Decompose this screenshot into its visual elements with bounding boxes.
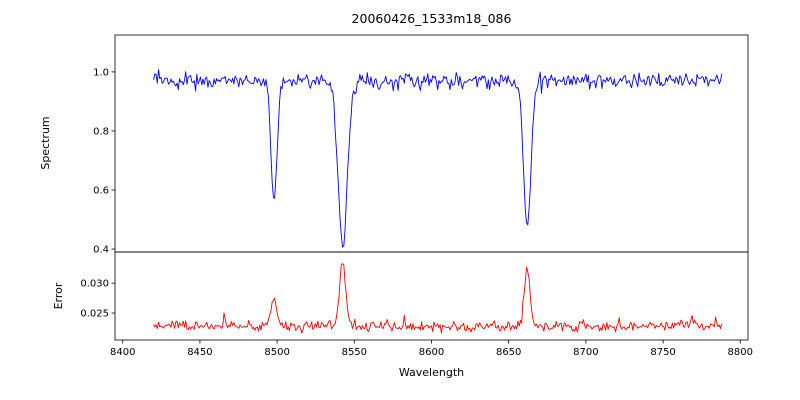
y-tick-label: 0.4 [93,245,109,256]
spectrum-panel-border [114,34,749,253]
x-tick-label: 8700 [573,347,598,358]
x-tick-label: 8400 [110,347,135,358]
spectrum-line [153,69,723,248]
chart-title: 20060426_1533m18_086 [351,11,512,26]
x-tick-label: 8500 [264,347,289,358]
y-tick-label: 1.0 [93,67,109,78]
x-tick-label: 8750 [650,347,675,358]
y-tick-label: 0.6 [93,186,109,197]
y-tick-label: 0.030 [80,279,109,290]
x-axis-label: Wavelength [398,366,465,379]
x-tick-label: 8450 [187,347,212,358]
error-panel-border [114,251,749,341]
x-tick-label: 8600 [419,347,444,358]
y-tick-label: 0.8 [93,126,109,137]
x-tick-label: 8550 [342,347,367,358]
x-tick-label: 8650 [496,347,521,358]
y-tick-label: 0.025 [80,309,109,320]
error-line [153,263,723,334]
x-tick-label: 8800 [728,347,753,358]
